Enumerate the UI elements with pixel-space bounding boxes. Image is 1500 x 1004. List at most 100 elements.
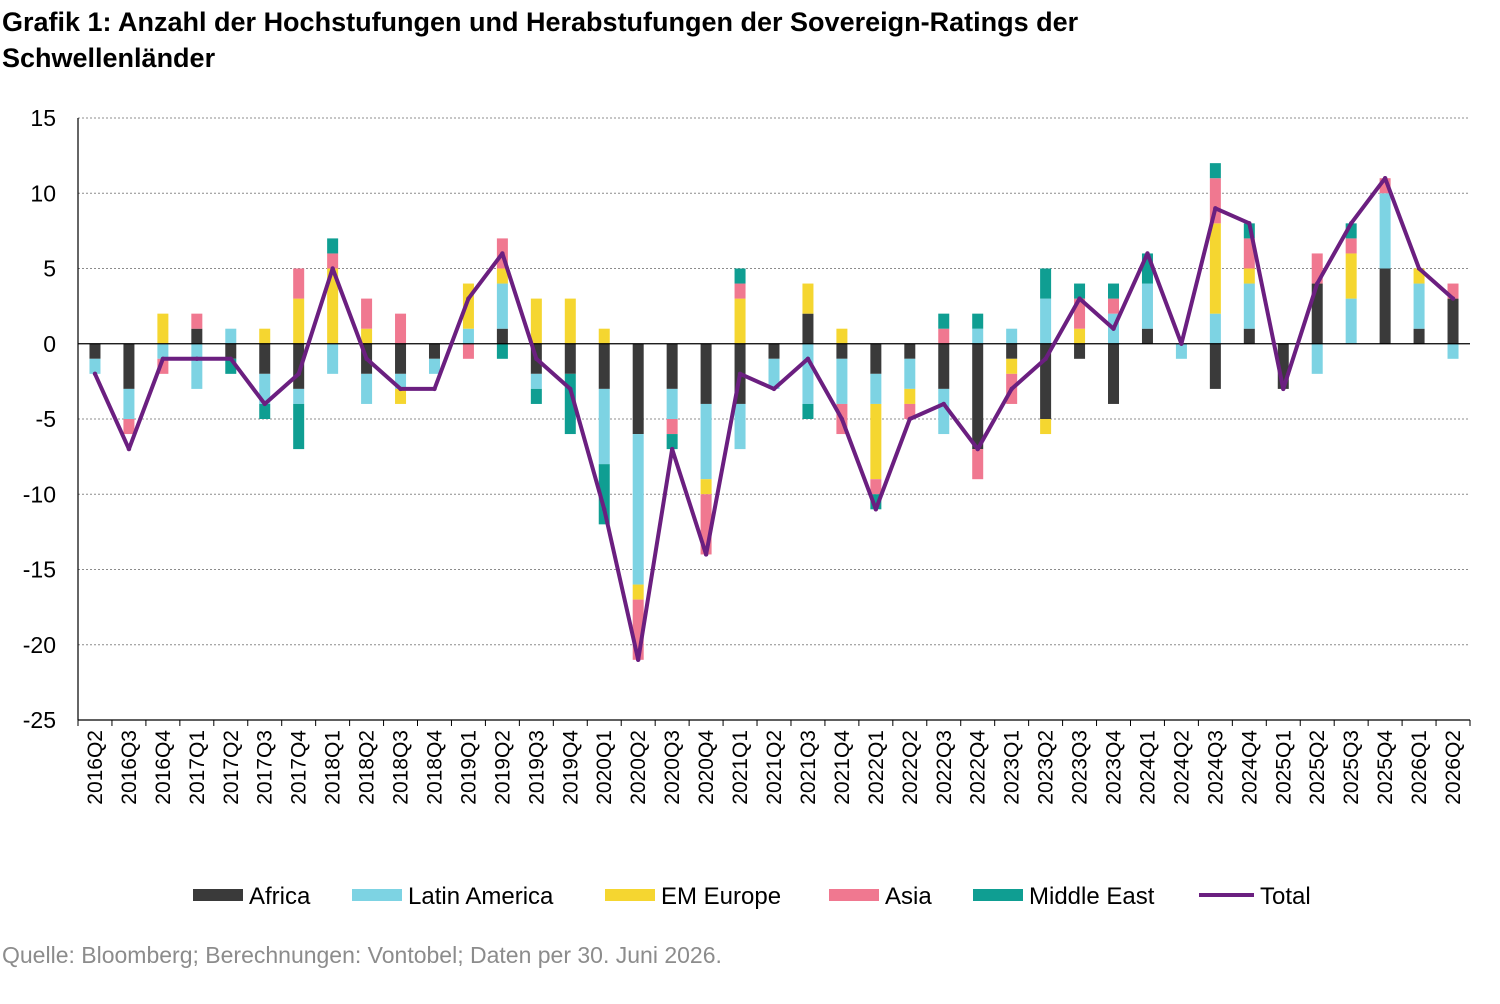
bar-segment (259, 373, 271, 404)
bar-segment (1413, 283, 1425, 329)
y-tick-label: 15 (30, 105, 56, 131)
bar-segment (462, 328, 474, 344)
bar-segment (938, 343, 950, 389)
total-point (635, 657, 641, 662)
x-tick-label: 2023Q4 (1103, 730, 1126, 805)
bar-segment (157, 358, 169, 374)
x-tick-label: 2022Q4 (967, 730, 990, 805)
bar-segment (870, 494, 882, 510)
total-point (1077, 296, 1082, 301)
bar-segment (293, 343, 305, 389)
bar-segment (123, 419, 135, 435)
bar-segment (293, 388, 305, 404)
bar-segment (327, 238, 339, 254)
x-tick-label: 2016Q4 (152, 730, 175, 805)
bar-segment (700, 343, 712, 404)
total-point (1145, 251, 1150, 256)
bar-segment (1243, 268, 1255, 284)
bar-segment (972, 313, 984, 329)
x-tick-label: 2022Q3 (933, 730, 956, 805)
bar-segment (598, 388, 610, 465)
bar-segment (1209, 343, 1221, 389)
bar-segment (1006, 343, 1018, 359)
total-point (737, 371, 743, 377)
total-point (398, 386, 403, 392)
bar-segment (1209, 223, 1221, 314)
bar-segment (1209, 163, 1221, 179)
x-tick-label: 2019Q2 (491, 730, 514, 805)
bar-segment (123, 343, 135, 389)
total-point (1179, 341, 1184, 346)
bar-segment (938, 313, 950, 329)
x-tick-label: 2023Q3 (1069, 730, 1092, 805)
bar-segment (632, 343, 644, 435)
legend-label: Africa (249, 883, 311, 910)
legend-label: Total (1260, 883, 1311, 910)
total-point (160, 356, 166, 361)
chart-area: 15 10 5 0 -5 -10 -15 -20 -25 2016Q2 2016Q3 2016Q4 20… (23, 105, 1471, 910)
x-tick-label: 2021Q2 (763, 730, 786, 805)
bar-segment (530, 373, 542, 389)
legend-label: Asia (885, 883, 932, 910)
bar-segment (259, 403, 271, 419)
x-tick-label: 2020Q1 (593, 730, 616, 805)
bar-segment (1074, 343, 1086, 359)
bar-segment (904, 388, 916, 404)
y-tick-label: -15 (23, 557, 56, 583)
x-tick-label: 2025Q4 (1374, 730, 1397, 805)
total-point (330, 266, 335, 271)
bar-segment (734, 298, 746, 344)
bar-segment (191, 328, 203, 344)
bar-segment (904, 403, 916, 419)
x-tick-label: 2018Q1 (322, 730, 345, 805)
bar-segment (938, 328, 950, 344)
total-point (907, 416, 913, 422)
chart-title: Grafik 1: Anzahl der Hochstufungen und H… (2, 4, 1482, 76)
bar-segment (462, 283, 474, 329)
bar-segment (496, 268, 508, 284)
total-point (364, 356, 369, 361)
bar-segment (395, 343, 407, 374)
bar-segment (259, 328, 271, 344)
bar-segment (293, 298, 305, 344)
bar-segment (1175, 343, 1187, 359)
bar-segment (191, 343, 203, 389)
total-point (194, 356, 200, 361)
total-point (1382, 176, 1388, 181)
bar-segment (1006, 328, 1018, 344)
bar-segment (1277, 343, 1289, 389)
total-point (432, 386, 437, 392)
total-point (228, 356, 233, 361)
y-tick-label: 10 (30, 180, 56, 206)
x-tick-label: 2020Q3 (661, 730, 684, 805)
total-point (1348, 221, 1354, 226)
bar-segment (293, 268, 305, 299)
x-tick-label: 2023Q2 (1035, 730, 1058, 805)
legend-swatch (605, 889, 655, 901)
x-tick-label: 2019Q4 (559, 730, 582, 805)
bar-segment (1040, 419, 1052, 435)
bar-segment (666, 343, 678, 389)
bar-segment (395, 388, 407, 404)
x-tick-label: 2025Q3 (1340, 730, 1363, 805)
total-point (975, 446, 980, 452)
x-tick-label: 2022Q1 (865, 730, 888, 805)
bar-segment (768, 358, 780, 389)
total-point (1043, 356, 1048, 361)
total-point (1315, 281, 1320, 286)
legend-label: Latin America (408, 883, 554, 910)
bar-segment (1345, 253, 1357, 299)
bar-segment (428, 343, 440, 359)
source-note: Quelle: Bloomberg; Berechnungen: Vontobe… (2, 942, 722, 968)
legend-label: EM Europe (661, 883, 781, 910)
bar-segment (836, 343, 848, 359)
bar-segment (1040, 268, 1052, 299)
bar-segment (327, 343, 339, 374)
total-point (1450, 296, 1456, 301)
total-point (805, 356, 811, 361)
total-point (568, 386, 573, 392)
bar-segment (1108, 283, 1120, 299)
x-tick-label: 2019Q3 (525, 730, 548, 805)
bar-segment (361, 298, 373, 329)
x-tick-label: 2025Q2 (1306, 730, 1329, 805)
